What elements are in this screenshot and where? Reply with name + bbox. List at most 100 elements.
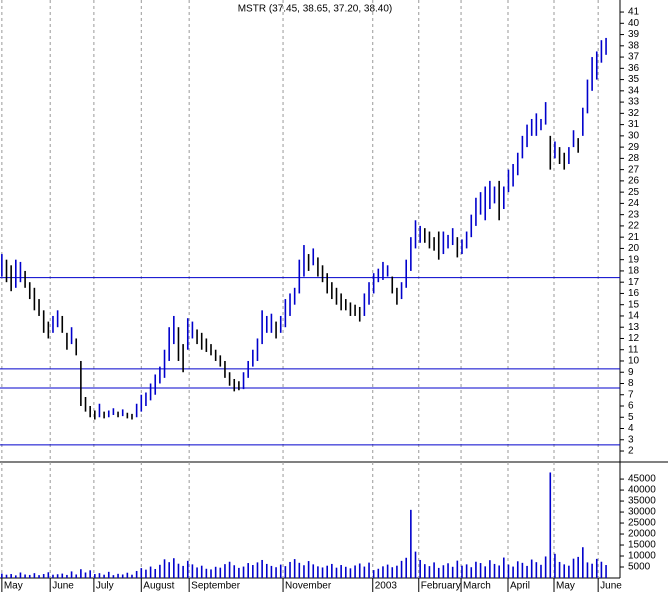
volume-bar — [210, 569, 212, 578]
volume-bar — [228, 561, 231, 578]
y-tick-label: 15 — [628, 299, 640, 310]
volume-bar — [451, 566, 454, 578]
y-tick-label: 22 — [628, 221, 640, 232]
volume-bar — [493, 563, 496, 578]
volume-bar — [159, 564, 161, 578]
volume-bar — [595, 558, 598, 578]
y-tick-label: 17 — [628, 277, 640, 288]
volume-bar — [24, 574, 26, 578]
volume-bar — [544, 556, 547, 578]
volume-bar — [340, 565, 342, 578]
y-tick-label: 25 — [628, 187, 640, 198]
volume-bar — [242, 566, 245, 578]
volume-bar — [391, 567, 394, 578]
volume-bar — [447, 563, 449, 578]
volume-bar — [586, 562, 589, 578]
volume-bar — [433, 562, 435, 578]
volume-bar — [428, 566, 431, 578]
y-tick-label: 7 — [628, 389, 634, 400]
volume-bar — [600, 561, 603, 578]
y-tick-label: 16 — [628, 288, 640, 299]
y-tick-label: 30000 — [628, 507, 656, 518]
volume-bar — [140, 568, 143, 578]
y-tick-label: 37 — [628, 52, 640, 63]
volume-bar — [303, 565, 305, 578]
volume-bar — [33, 573, 36, 578]
volume-bar — [247, 563, 249, 578]
y-tick-label: 9 — [628, 367, 634, 378]
volume-bar — [377, 568, 380, 578]
volume-bar — [526, 565, 528, 578]
x-tick-label: May — [4, 581, 23, 592]
volume-bar — [84, 572, 87, 578]
volume-bar — [177, 563, 180, 578]
volume-bar — [61, 573, 64, 578]
volume-bar — [5, 574, 8, 578]
volume-bar — [484, 566, 487, 578]
y-tick-label: 33 — [628, 97, 640, 108]
volume-bar — [98, 573, 101, 578]
y-tick-label: 18 — [628, 266, 640, 277]
y-tick-label: 35000 — [628, 496, 656, 507]
y-tick-label: 45000 — [628, 474, 656, 485]
y-tick-label: 24 — [628, 198, 640, 209]
y-tick-label: 40000 — [628, 485, 656, 496]
y-tick-label: 13 — [628, 322, 640, 333]
volume-bar — [70, 571, 73, 578]
volume-bar — [238, 567, 240, 578]
y-tick-label: 38 — [628, 40, 640, 51]
volume-bar — [56, 574, 59, 578]
volume-bar — [563, 564, 566, 578]
y-tick-label: 5000 — [628, 562, 651, 573]
volume-bar — [312, 564, 315, 578]
volume-bar — [107, 571, 110, 578]
volume-bar — [270, 565, 273, 578]
volume-bar — [289, 561, 291, 578]
volume-bar — [479, 563, 482, 578]
volume-bar — [489, 560, 491, 578]
volume-bar — [112, 575, 115, 578]
volume-bar — [224, 564, 226, 578]
volume-bar — [437, 567, 440, 578]
volume-bar — [498, 565, 500, 578]
volume-bar — [344, 566, 347, 578]
volume-bar — [386, 564, 389, 578]
volume-bar — [577, 556, 579, 578]
volume-bar — [261, 559, 263, 578]
volume-bar — [205, 568, 208, 578]
y-tick-label: 10000 — [628, 551, 656, 562]
y-tick-label: 35 — [628, 74, 640, 85]
y-tick-label: 20 — [628, 243, 640, 254]
volume-bar — [191, 564, 194, 578]
volume-bar — [233, 565, 236, 578]
volume-bar — [372, 570, 375, 578]
volume-bar — [126, 572, 129, 578]
x-tick-label: November — [285, 581, 332, 592]
y-tick-label: 31 — [628, 119, 640, 130]
volume-bar — [475, 561, 477, 578]
y-tick-label: 32 — [628, 108, 640, 119]
y-tick-label: 15000 — [628, 540, 656, 551]
volume-bar — [549, 472, 552, 578]
volume-bar — [173, 558, 175, 578]
volume-bar — [456, 560, 459, 578]
x-tick-label: April — [510, 581, 530, 592]
volume-bar — [121, 574, 124, 578]
y-tick-label: 29 — [628, 142, 640, 153]
y-tick-label: 11 — [628, 344, 639, 355]
volume-bar — [19, 572, 22, 578]
chart-title: MSTR (37.45, 38.65, 37.20, 38.40) — [238, 4, 393, 15]
volume-bar — [256, 562, 259, 578]
volume-bar — [442, 565, 445, 578]
volume-bar — [363, 566, 366, 578]
volume-bar — [414, 551, 417, 578]
volume-bar — [605, 565, 607, 578]
y-tick-label: 27 — [628, 164, 640, 175]
volume-bar — [186, 560, 189, 578]
volume-bar — [331, 563, 333, 578]
y-tick-label: 3 — [628, 434, 634, 445]
volume-bar — [321, 567, 324, 578]
volume-bar — [298, 562, 301, 578]
volume-bar — [66, 574, 68, 578]
